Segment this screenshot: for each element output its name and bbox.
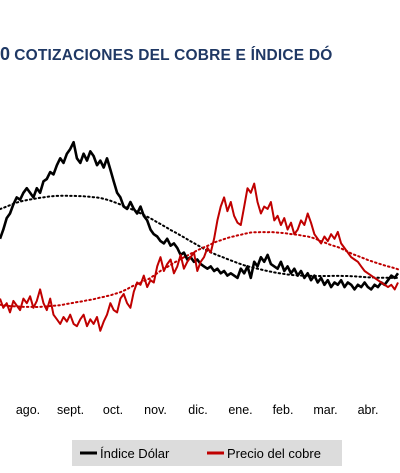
x-tick-label: ago. [16, 403, 40, 417]
x-axis-ticks: ago. sept. oct. nov. dic. ene. feb. mar. abr. [16, 403, 379, 417]
x-tick-label: feb. [273, 403, 294, 417]
chart-title-number: 0 [0, 44, 11, 64]
x-tick-label: nov. [144, 403, 167, 417]
trend-line-0 [0, 194, 399, 279]
x-tick-label: abr. [358, 403, 379, 417]
x-tick-label: oct. [103, 403, 123, 417]
series-lines [0, 140, 400, 332]
legend: Índice Dólar Precio del cobre [72, 440, 342, 466]
x-tick-label: ene. [228, 403, 252, 417]
legend-label-indice-dolar: Índice Dólar [100, 446, 170, 461]
trend-lines [0, 194, 399, 309]
chart-title-text: COTIZACIONES DEL COBRE E ÍNDICE DÓ [14, 47, 333, 64]
series-line-0 [0, 140, 400, 291]
legend-label-precio-cobre: Precio del cobre [227, 446, 321, 461]
trend-line-1 [0, 231, 399, 309]
chart-title: 0 COTIZACIONES DEL COBRE E ÍNDICE DÓ [0, 44, 400, 70]
series-line-1 [0, 182, 399, 332]
x-tick-label: mar. [313, 403, 337, 417]
x-tick-label: sept. [57, 403, 84, 417]
x-tick-label: dic. [188, 403, 207, 417]
